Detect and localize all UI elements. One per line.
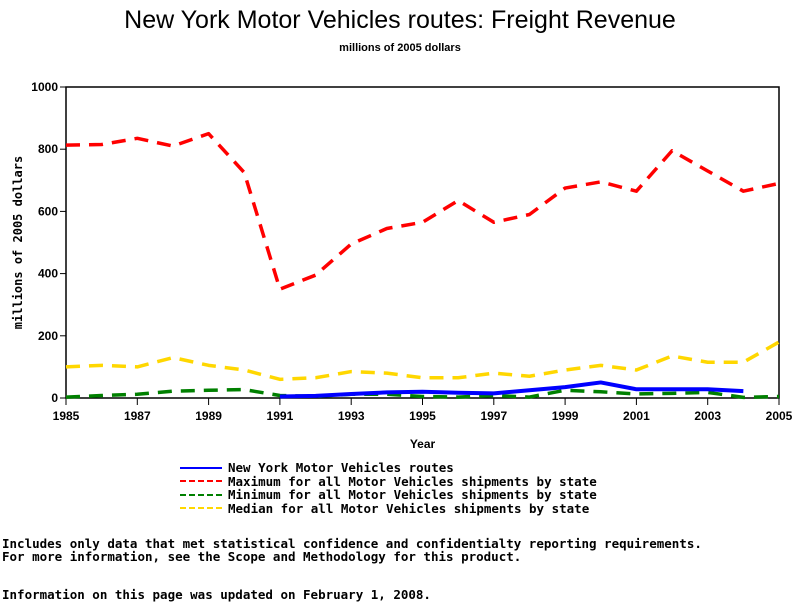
series-line-3 [66, 342, 779, 379]
legend-swatch [180, 467, 222, 469]
legend-label: Maximum for all Motor Vehicles shipments… [228, 475, 597, 489]
legend-swatch [180, 480, 222, 482]
x-tick-label: 1991 [267, 409, 294, 423]
footnote-methodology: For more information, see the Scope and … [2, 550, 521, 564]
legend-label: Minimum for all Motor Vehicles shipments… [228, 488, 597, 502]
x-axis-label: Year [410, 437, 436, 451]
y-axis-label: millions of 2005 dollars [11, 156, 25, 329]
plot-frame [66, 87, 779, 398]
x-tick-label: 2001 [623, 409, 650, 423]
y-tick-label: 1000 [31, 80, 58, 94]
line-chart: 1985 1987 1989 1991 1993 1995 1997 1999 2001 2003… [0, 0, 800, 460]
legend-item: Minimum for all Motor Vehicles shipments… [180, 488, 597, 502]
legend-item: New York Motor Vehicles routes [180, 461, 597, 475]
legend-label: Median for all Motor Vehicles shipments … [228, 502, 589, 516]
x-tick-label: 1995 [409, 409, 436, 423]
x-tick-label: 1999 [552, 409, 579, 423]
legend-label: New York Motor Vehicles routes [228, 461, 454, 475]
y-tick-label: 600 [38, 204, 58, 218]
x-tick-label: 1989 [195, 409, 222, 423]
x-tick-label: 2005 [766, 409, 793, 423]
x-tick-label: 2003 [694, 409, 721, 423]
y-tick-label: 200 [38, 329, 58, 343]
x-tick-label: 1987 [124, 409, 151, 423]
legend-item: Maximum for all Motor Vehicles shipments… [180, 475, 597, 489]
legend-swatch [180, 494, 222, 496]
x-tick-label: 1985 [53, 409, 80, 423]
y-tick-label: 0 [51, 391, 58, 405]
y-tick-label: 400 [38, 267, 58, 281]
legend-swatch [180, 507, 222, 509]
x-tick-label: 1997 [480, 409, 507, 423]
x-tick-label: 1993 [338, 409, 365, 423]
legend-item: Median for all Motor Vehicles shipments … [180, 502, 597, 516]
series-line-1 [66, 134, 779, 290]
y-tick-label: 800 [38, 142, 58, 156]
